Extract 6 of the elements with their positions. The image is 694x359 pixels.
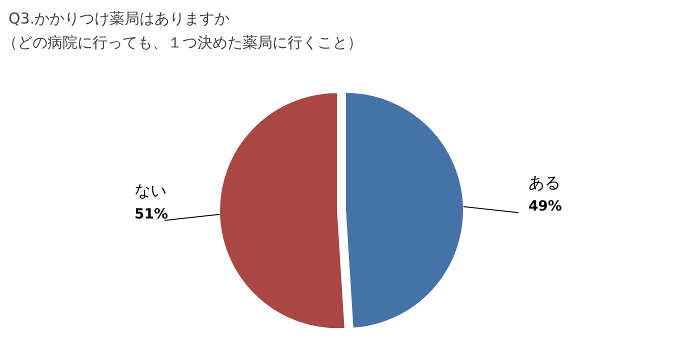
slice-label: ない xyxy=(134,180,167,200)
chart-title: Q3.かかりつけ薬局はありますか xyxy=(8,10,230,28)
data-label: 51% xyxy=(134,206,168,222)
chart-subtitle: （どの病院に行っても、１つ決めた薬局に行くこと） xyxy=(2,34,362,52)
data-label: 49% xyxy=(528,198,562,215)
slice-label: ある xyxy=(528,173,560,192)
